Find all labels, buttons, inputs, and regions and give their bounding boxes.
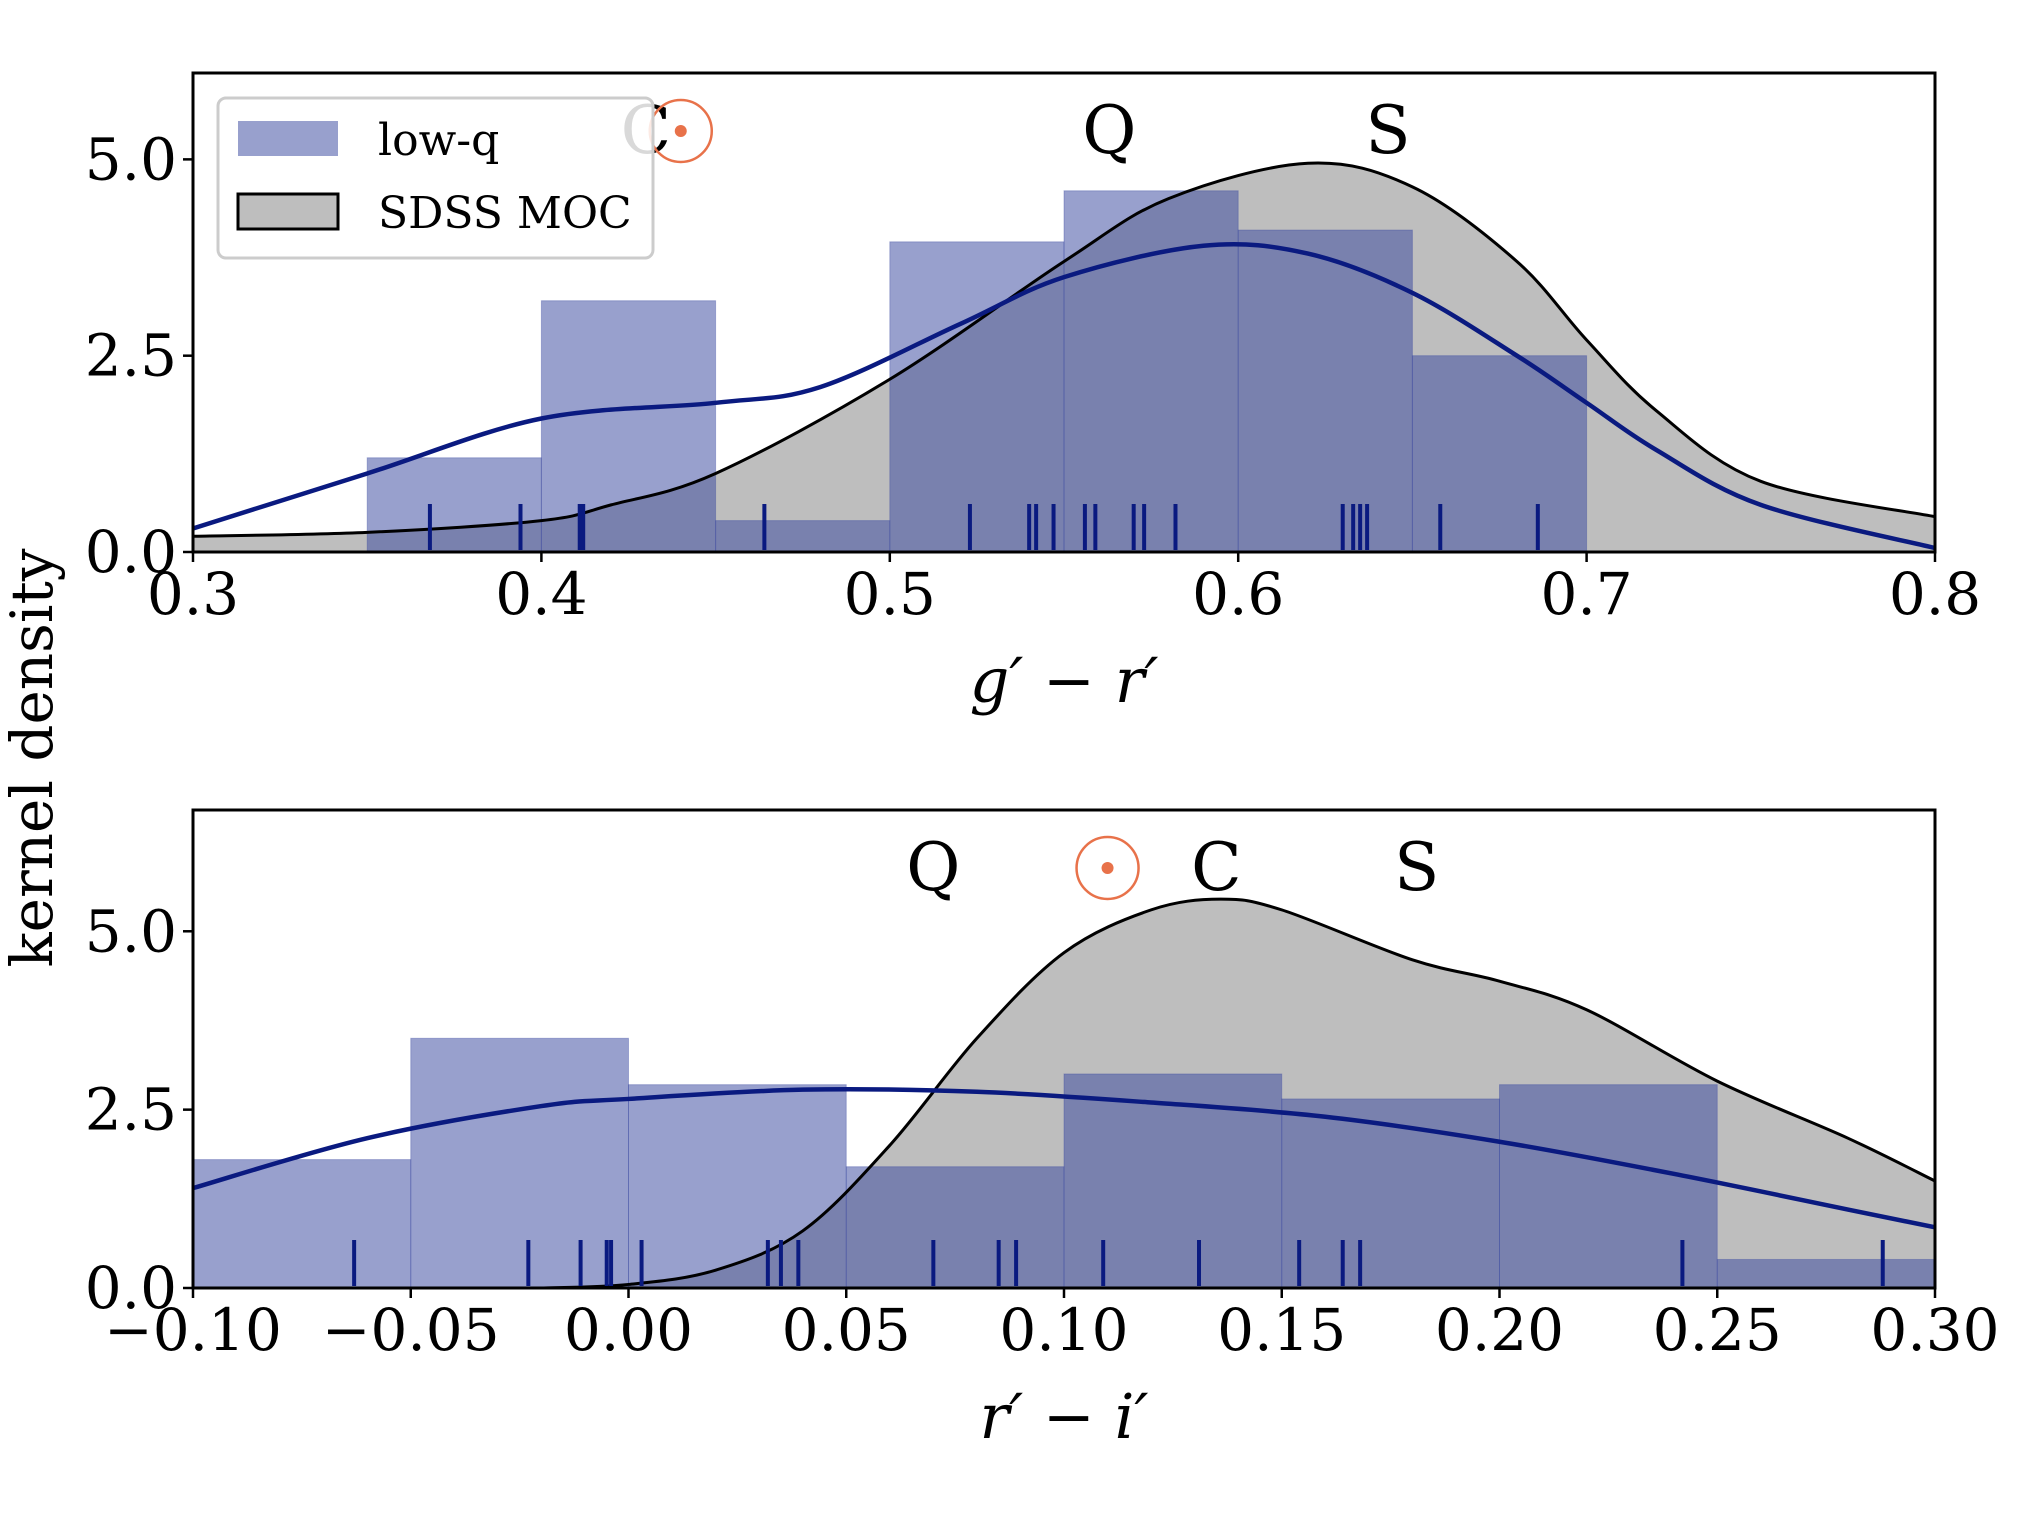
histogram-bar <box>1281 1098 1500 1288</box>
y-tick-label: 5.0 <box>85 125 177 193</box>
x-tick-label: 0.7 <box>1540 560 1632 628</box>
x-tick-label: 0.8 <box>1889 560 1981 628</box>
x-tick-label: 0.00 <box>564 1296 693 1364</box>
histogram-bar <box>410 1037 629 1288</box>
histogram-bar <box>845 1166 1065 1288</box>
histogram-bar <box>715 520 891 552</box>
x-tick-label: −0.10 <box>104 1296 282 1364</box>
histogram-bar <box>889 241 1065 552</box>
y-tick-label: 0.0 <box>85 1254 177 1322</box>
x-tick-label: 0.4 <box>495 560 587 628</box>
x-tick-label: 0.20 <box>1435 1296 1564 1364</box>
class-label-q: Q <box>906 829 960 906</box>
x-tick-label: 0.5 <box>844 560 936 628</box>
class-label-s: S <box>1365 92 1410 169</box>
plot-area <box>193 897 1935 1288</box>
lowq-kde-curve <box>193 241 1935 551</box>
histogram-bar <box>1063 190 1239 552</box>
y-tick-label: 2.5 <box>85 322 177 390</box>
y-tick-label: 0.0 <box>85 518 177 586</box>
sun-marker-ring <box>1075 835 1140 901</box>
histogram-bar <box>1716 1258 1935 1288</box>
x-tick-label: 0.15 <box>1217 1296 1346 1364</box>
x-tick-label: 0.3 <box>147 560 239 628</box>
histogram-bar <box>628 1084 847 1288</box>
x-tick-label: 0.30 <box>1870 1296 1999 1364</box>
sun-marker-dot <box>1101 862 1114 874</box>
x-axis-label: g′ − r′ <box>970 644 1159 717</box>
x-tick-label: 0.05 <box>782 1296 911 1364</box>
x-tick-label: 0.6 <box>1192 560 1284 628</box>
legend-label-moc: SDSS MOC <box>378 188 632 239</box>
legend-swatch-moc <box>236 192 340 231</box>
upper-panel-gr: 0.30.40.50.60.70.80.02.55.0g′ − r′CQSlow… <box>85 71 1981 717</box>
legend-swatch-lowq <box>238 121 338 156</box>
class-label-s: S <box>1394 829 1439 906</box>
x-axis-label: r′ − i′ <box>980 1380 1149 1453</box>
legend-label-lowq: low-q <box>378 115 499 166</box>
histogram-bar <box>1237 229 1413 552</box>
y-tick-label: 5.0 <box>85 897 177 965</box>
y-axis-label: kernel density <box>0 548 66 967</box>
histogram-bar <box>1499 1084 1718 1288</box>
histogram-bar <box>193 1159 412 1288</box>
lowq-kde-curve <box>193 1086 1935 1230</box>
plot-area <box>193 161 1935 552</box>
moc-kde-line <box>541 897 1935 1288</box>
x-tick-label: −0.05 <box>322 1296 500 1364</box>
x-tick-label: 0.10 <box>999 1296 1128 1364</box>
sun-marker-dot <box>674 125 687 137</box>
y-tick-label: 2.5 <box>85 1076 177 1144</box>
legend: low-q SDSS MOC <box>216 96 655 260</box>
class-label-q: Q <box>1082 92 1136 169</box>
lower-panel-ri: −0.10 −0.05 0.00 0.05 0.10 0.15 0.20 0.25 0.30 0.… <box>85 808 2000 1453</box>
x-tick-label: 0.25 <box>1653 1296 1782 1364</box>
histogram-bar <box>366 457 542 552</box>
class-label-c: C <box>1191 829 1242 906</box>
histogram-bar <box>540 300 717 552</box>
moc-kde-line <box>193 161 1935 538</box>
axes-frame <box>191 71 1937 554</box>
